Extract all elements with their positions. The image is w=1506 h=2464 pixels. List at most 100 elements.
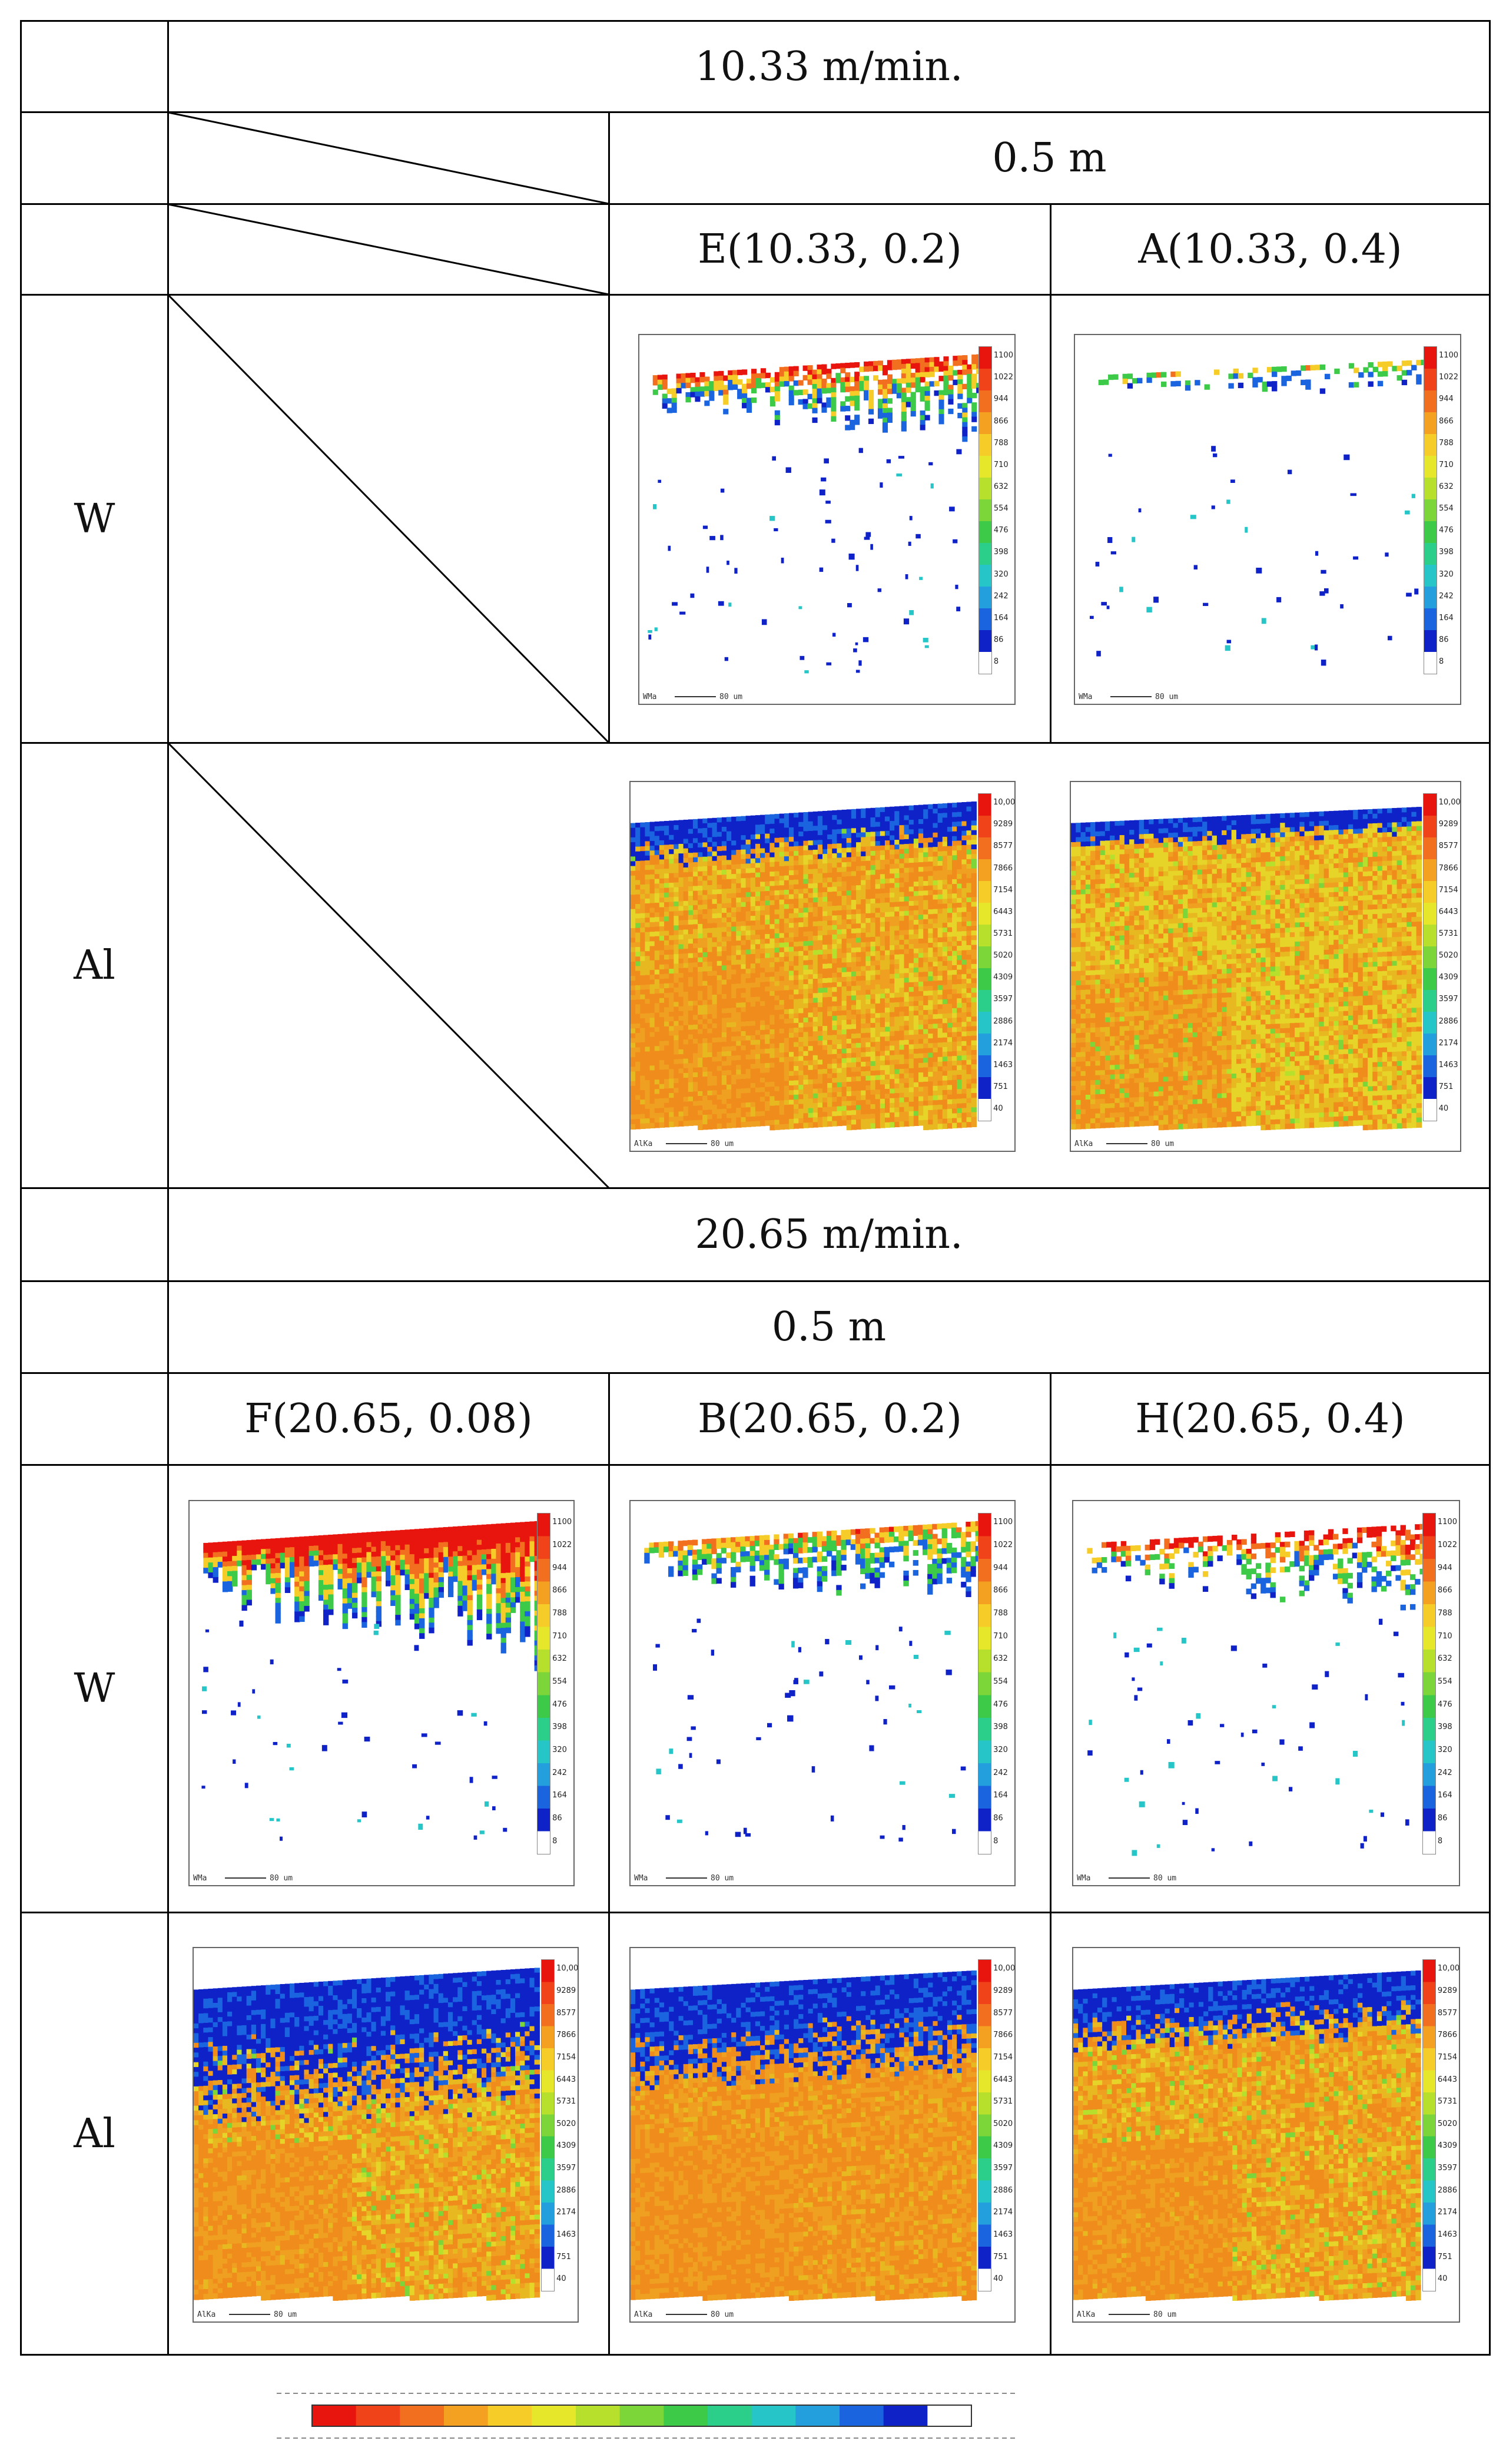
color-scale-tick: 164 — [1438, 1791, 1452, 1800]
color-scale-tick: 788 — [994, 439, 1009, 448]
element-label: AlKa — [634, 2310, 652, 2319]
color-scale-tick: 2174 — [993, 1039, 1013, 1048]
scale-bar-label: 80 um — [711, 1874, 734, 1883]
color-bar-segment — [795, 2405, 840, 2426]
color-scale-tick: 5020 — [556, 2119, 576, 2128]
color-bar-segment — [356, 2405, 401, 2426]
map-caption: AlKa 80 um — [1071, 1137, 1460, 1151]
mapping-image — [1071, 782, 1422, 1131]
color-scale-tick: 3597 — [556, 2164, 576, 2172]
color-scale-tick: 866 — [1439, 417, 1454, 426]
color-scale-tick: 7866 — [993, 2031, 1013, 2039]
color-scale-tick: 2886 — [993, 1017, 1013, 1026]
color-scale-tick: 8577 — [993, 842, 1013, 850]
color-scale-tick: 9289 — [993, 820, 1013, 829]
scale-bar — [666, 2314, 707, 2315]
mapping-image — [1075, 335, 1427, 678]
color-scale-tick: 2886 — [1438, 2186, 1457, 2195]
column-header-F: F(20.65, 0.08) — [169, 1374, 608, 1464]
figure-table: 10.33 m/min. 0.5 m E(10.33, 0.2) A(10.33… — [20, 20, 1491, 2356]
rule — [20, 1912, 1491, 1913]
column-header-B: B(20.65, 0.2) — [610, 1374, 1050, 1464]
color-scale-tick: 3597 — [1439, 995, 1458, 1004]
color-scale-tick: 3597 — [993, 2164, 1013, 2172]
scale-bar — [1110, 696, 1152, 697]
color-scale-tick: 476 — [552, 1700, 567, 1709]
scale-bar — [1109, 1877, 1150, 1879]
rule — [20, 742, 1491, 744]
w-map-A: 1100 1022 944 866 788 710 632 554 476 398 320 242 16… — [1074, 334, 1461, 705]
color-scale-tick: 1463 — [1438, 2230, 1457, 2239]
map-caption: WMa 80 um — [190, 1871, 573, 1885]
map-caption: AlKa 80 um — [631, 2307, 1014, 2321]
scale-bar — [1109, 2314, 1150, 2315]
color-scale-tick: 320 — [993, 1746, 1008, 1754]
element-label: AlKa — [1077, 2310, 1095, 2319]
color-scale-tick: 164 — [993, 1791, 1008, 1800]
scale-bar-label: 80 um — [1151, 1140, 1174, 1148]
color-scale-legend: 10,000 9289 8577 7866 7154 6443 5731 5020 4309 35… — [978, 793, 1014, 1121]
row-label-W: W — [22, 1466, 167, 1912]
color-scale-tick: 9289 — [993, 1986, 1013, 1995]
rule — [608, 111, 610, 744]
color-scale-tick: 710 — [993, 1632, 1008, 1641]
color-scale-tick: 5731 — [1439, 929, 1458, 938]
color-scale-tick: 7154 — [1438, 2053, 1457, 2062]
color-bar-segment — [576, 2405, 621, 2426]
color-scale-tick: 320 — [552, 1746, 567, 1754]
mapping-image — [631, 1501, 981, 1859]
color-scale-tick: 751 — [1438, 2253, 1452, 2261]
color-scale-legend: 1100 1022 944 866 788 710 632 554 476 398 320 242 16… — [1422, 1512, 1459, 1854]
color-scale-bar — [1423, 793, 1437, 1121]
color-scale-tick: 4309 — [993, 2141, 1013, 2150]
color-scale-tick: 476 — [993, 1700, 1008, 1709]
rule — [608, 1372, 610, 2356]
scale-bar-label: 80 um — [1153, 1874, 1176, 1883]
color-scale-tick: 242 — [993, 1768, 1008, 1777]
color-scale-legend: 10,000 9289 8577 7866 7154 6443 5731 5020 4309 35… — [1423, 793, 1460, 1121]
color-scale-tick: 554 — [993, 1677, 1008, 1686]
color-scale-tick: 6443 — [556, 2075, 576, 2084]
color-scale-tick: 944 — [994, 395, 1009, 403]
diagonal-cell — [167, 294, 610, 744]
al-map-E: 10,000 9289 8577 7866 7154 6443 5731 5020 4309 35… — [629, 781, 1016, 1152]
color-scale-tick: 3597 — [1438, 2164, 1457, 2172]
rule — [20, 20, 22, 2356]
w-map-E: 1100 1022 944 866 788 710 632 554 476 398 320 242 16… — [638, 334, 1016, 705]
color-scale-tick: 632 — [552, 1654, 567, 1663]
color-scale-tick: 7866 — [556, 2031, 576, 2039]
mapping-image — [639, 335, 982, 678]
color-scale-bar — [1422, 1959, 1436, 2292]
color-scale-tick: 944 — [1438, 1564, 1452, 1572]
color-scale-tick: 398 — [1438, 1723, 1452, 1731]
color-scale-tick: 1463 — [993, 1061, 1013, 1069]
scale-bar-label: 80 um — [1153, 2310, 1176, 2319]
color-scale-tick: 5020 — [1439, 951, 1458, 960]
color-scale-tick: 554 — [1438, 1677, 1452, 1686]
color-scale-tick: 554 — [552, 1677, 567, 1686]
color-scale-legend: 1100 1022 944 866 788 710 632 554 476 398 320 242 16… — [978, 1512, 1014, 1854]
color-scale-tick: 476 — [1439, 526, 1454, 535]
mapping-image — [1073, 1501, 1425, 1859]
rule — [20, 1372, 1491, 1374]
color-scale-tick: 476 — [1438, 1700, 1452, 1709]
scale-bar-label: 80 um — [1155, 693, 1178, 701]
color-scale-tick: 86 — [1439, 635, 1449, 644]
color-scale-tick: 320 — [994, 570, 1009, 579]
color-scale-tick: 788 — [552, 1609, 567, 1618]
color-scale-tick: 6443 — [1438, 2075, 1457, 2084]
color-scale-tick: 86 — [1438, 1814, 1448, 1823]
color-scale-tick: 632 — [1438, 1654, 1452, 1663]
color-scale-tick: 944 — [993, 1564, 1008, 1572]
color-scale-tick: 2174 — [993, 2208, 1013, 2217]
color-scale-tick: 10,000 — [993, 798, 1014, 807]
color-scale-tick: 8577 — [1439, 842, 1458, 850]
scale-bar — [666, 1877, 707, 1879]
color-scale-tick: 8 — [1438, 1837, 1442, 1846]
color-scale-legend: 10,000 9289 8577 7866 7154 6443 5731 5020 4309 35… — [541, 1959, 578, 2292]
color-scale-tick: 751 — [993, 1082, 1008, 1091]
color-scale-tick: 242 — [1439, 592, 1454, 601]
element-label: WMa — [1077, 1874, 1090, 1883]
rule — [20, 294, 1491, 296]
color-scale-tick: 1100 — [993, 1518, 1013, 1526]
